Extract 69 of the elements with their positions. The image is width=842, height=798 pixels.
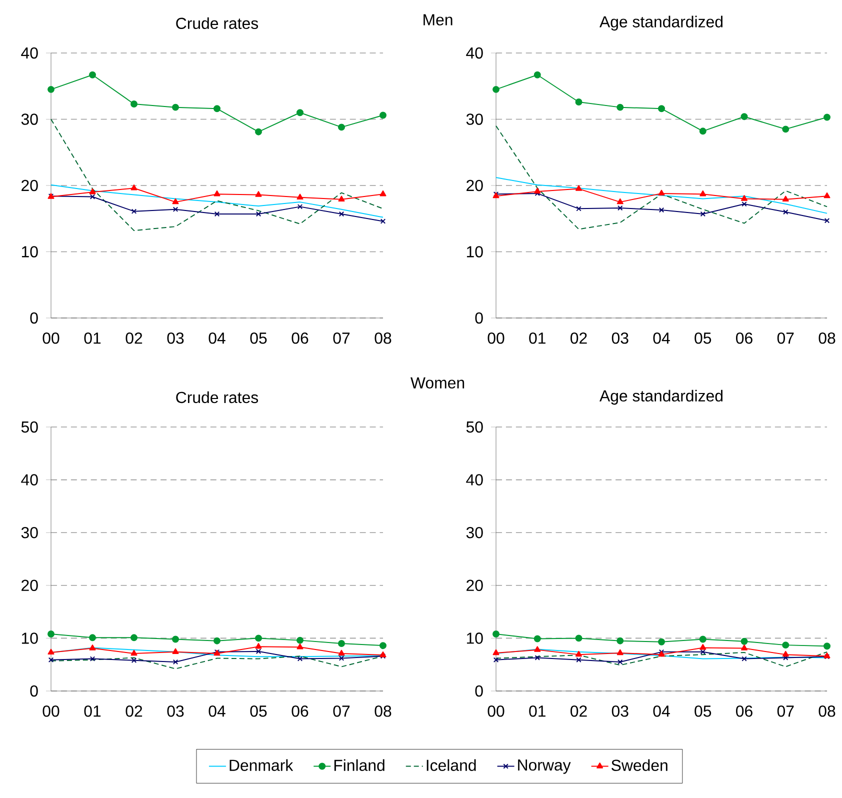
x-tick-label: 07 bbox=[777, 332, 794, 344]
x-tick-label: 07 bbox=[777, 706, 794, 717]
y-tick-label: 20 bbox=[466, 180, 483, 192]
y-tick-label: 0 bbox=[475, 312, 483, 324]
y-tick-label: 10 bbox=[466, 246, 483, 258]
y-tick-label: 30 bbox=[21, 114, 38, 125]
x-tick-label: 04 bbox=[653, 332, 670, 344]
y-tick-label: 0 bbox=[30, 685, 38, 697]
x-tick-label: 02 bbox=[570, 332, 587, 344]
y-tick-label: 10 bbox=[22, 632, 38, 644]
x-tick-label: 02 bbox=[570, 706, 587, 717]
x-tick-label: 00 bbox=[42, 332, 60, 344]
x-tick-label: 02 bbox=[126, 332, 142, 344]
y-tick-label: 30 bbox=[466, 526, 483, 538]
x-tick-label: 08 bbox=[818, 332, 836, 344]
chart-title: Crude rates bbox=[176, 17, 258, 30]
y-tick-label: 30 bbox=[466, 114, 483, 125]
y-tick-label: 10 bbox=[22, 246, 38, 258]
y-tick-label: 40 bbox=[466, 474, 483, 486]
y-tick-label: 50 bbox=[21, 421, 38, 433]
x-tick-label: 04 bbox=[653, 706, 670, 717]
y-tick-label: 40 bbox=[21, 47, 38, 59]
y-tick-label: 20 bbox=[466, 580, 483, 592]
text: Women bbox=[410, 377, 464, 388]
y-tick-label: 0 bbox=[475, 685, 483, 697]
x-tick-label: 03 bbox=[167, 706, 184, 717]
x-tick-label: 05 bbox=[250, 706, 267, 717]
x-tick-label: 08 bbox=[818, 706, 836, 717]
chart-title: Crude rates bbox=[176, 391, 258, 404]
y-tick-label: 20 bbox=[22, 580, 38, 592]
x-tick-label: 00 bbox=[488, 332, 504, 344]
chart-title: Age standardized bbox=[600, 16, 722, 31]
x-tick-label: 08 bbox=[374, 706, 392, 717]
x-tick-label: 03 bbox=[612, 706, 628, 717]
legend-label: Sweden bbox=[612, 759, 668, 771]
x-tick-label: 01 bbox=[529, 332, 546, 344]
x-tick-label: 03 bbox=[612, 332, 628, 344]
y-tick-label: 20 bbox=[22, 180, 38, 192]
y-tick-label: 40 bbox=[466, 47, 483, 59]
x-tick-label: 06 bbox=[292, 332, 308, 344]
x-tick-label: 06 bbox=[736, 706, 752, 717]
x-tick-label: 05 bbox=[694, 332, 712, 344]
x-tick-label: 02 bbox=[126, 706, 142, 717]
x-tick-label: 00 bbox=[42, 706, 60, 717]
x-tick-label: 07 bbox=[333, 706, 350, 717]
x-tick-label: 01 bbox=[84, 706, 101, 717]
x-tick-label: 07 bbox=[333, 332, 350, 344]
y-tick-label: 50 bbox=[466, 421, 483, 433]
x-tick-label: 03 bbox=[167, 332, 184, 344]
x-tick-label: 06 bbox=[292, 706, 308, 717]
y-tick-label: 0 bbox=[30, 312, 38, 324]
x-tick-label: 01 bbox=[529, 706, 546, 717]
text: Men bbox=[424, 14, 452, 26]
x-tick-label: 05 bbox=[250, 332, 267, 344]
legend-label: Iceland bbox=[426, 759, 476, 771]
chart-title: Age standardized bbox=[600, 390, 722, 405]
x-tick-label: 08 bbox=[374, 332, 392, 344]
x-tick-label: 04 bbox=[208, 332, 226, 344]
x-tick-label: 05 bbox=[694, 706, 712, 717]
legend-label: Denmark bbox=[230, 759, 294, 771]
legend-label: Norway bbox=[518, 760, 571, 774]
x-tick-label: 04 bbox=[208, 706, 226, 717]
y-tick-label: 10 bbox=[466, 632, 483, 644]
y-tick-label: 40 bbox=[21, 474, 38, 486]
x-tick-label: 00 bbox=[488, 706, 504, 717]
x-tick-label: 06 bbox=[736, 332, 752, 344]
legend-label: Finland bbox=[334, 759, 384, 771]
y-tick-label: 30 bbox=[21, 526, 38, 538]
x-tick-label: 01 bbox=[84, 332, 101, 344]
